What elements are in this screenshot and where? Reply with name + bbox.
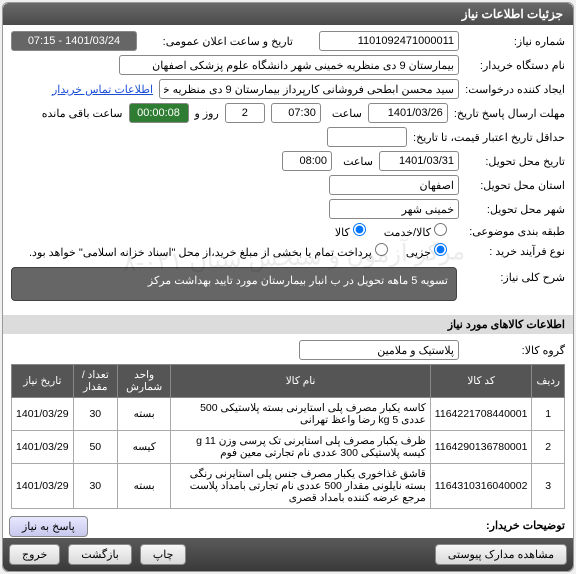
days-field[interactable] [225,103,265,123]
table-cell: قاشق غذاخوری یکبار مصرف جنس پلی استایرنی… [171,464,430,509]
panel-title: جزئیات اطلاعات نیاز [3,3,573,25]
need-no-field[interactable] [319,31,459,51]
table-cell: 30 [73,398,117,431]
back-button[interactable]: بازگشت [68,544,132,565]
buyer-field[interactable] [119,55,459,75]
table-cell: 1401/03/29 [12,464,74,509]
saat-label-1: ساعت [327,107,362,120]
exit-button[interactable]: خروج [9,544,60,565]
province-label: استان محل تحویل: [465,179,565,192]
table-cell: 1 [532,398,565,431]
ann-date-label: تاریخ و ساعت اعلان عمومی: [143,35,293,48]
buyer-label: نام دستگاه خریدار: [465,59,565,72]
print-button[interactable]: چاپ [140,544,187,565]
creator-label: ایجاد کننده درخواست: [465,83,565,96]
table-cell: 2 [532,431,565,464]
table-row[interactable]: 21164290136780001ظرف یکبار مصرف پلی استا… [12,431,565,464]
goods-header: اطلاعات کالاهای مورد نیاز [3,315,573,334]
proc-label: نوع فرآیند خرید : [465,245,565,258]
city-field[interactable] [329,199,459,219]
rooz-label: روز و [195,107,219,120]
buyer-notes-label: توضیحات خریدار: [486,520,565,532]
table-cell: کیسه [117,431,170,464]
need-no-label: شماره نیاز: [465,35,565,48]
saat-label-2: ساعت [338,155,373,168]
table-cell: 3 [532,464,565,509]
deadline-time-field[interactable] [271,103,321,123]
table-cell: 1401/03/29 [12,431,74,464]
deliver-time-field[interactable] [282,151,332,171]
budget-radio-a[interactable]: کالا/خدمت [384,223,447,239]
group-label: گروه کالا: [465,344,565,357]
deadline-date-field[interactable] [368,103,448,123]
table-row[interactable]: 11164221708440001کاسه یکبار مصرف پلی است… [12,398,565,431]
desc-box: تسویه 5 ماهه تحویل در ب انبار بیمارستان … [11,267,457,301]
table-cell: بسته [117,464,170,509]
attach-button[interactable]: مشاهده مدارک پیوستی [435,544,567,565]
table-cell: بسته [117,398,170,431]
deliver-date-field[interactable] [379,151,459,171]
table-header: ردیف [532,365,565,398]
items-table: ردیفکد کالانام کالاواحد شمارشتعداد / مقد… [11,364,565,509]
table-cell: 30 [73,464,117,509]
table-cell: 1164310316040002 [430,464,532,509]
contact-link[interactable]: اطلاعات تماس خریدار [52,83,153,96]
min-valid-field[interactable] [327,127,407,147]
table-header: تاریخ نیاز [12,365,74,398]
deadline-label: مهلت ارسال پاسخ تاریخ: [454,107,565,120]
budget-radio-b[interactable]: کالا [335,223,366,239]
table-cell: 1401/03/29 [12,398,74,431]
table-cell: 1164221708440001 [430,398,532,431]
table-header: کد کالا [430,365,532,398]
table-row[interactable]: 31164310316040002قاشق غذاخوری یکبار مصرف… [12,464,565,509]
deliver-label: تاریخ محل تحویل: [465,155,565,168]
table-cell: کاسه یکبار مصرف پلی استایرنی بسته پلاستی… [171,398,430,431]
table-header: واحد شمارش [117,365,170,398]
budget-label: طبقه بندی موضوعی: [465,225,565,238]
table-cell: 50 [73,431,117,464]
table-cell: 1164290136780001 [430,431,532,464]
province-field[interactable] [329,175,459,195]
countdown-field: 00:00:08 [129,103,189,123]
table-header: نام کالا [171,365,430,398]
reply-button[interactable]: پاسخ به نیاز [9,516,88,537]
proc-radio-a[interactable]: جزیی [406,243,447,259]
city-label: شهر محل تحویل: [465,203,565,216]
creator-field[interactable] [159,79,459,99]
group-field[interactable] [299,340,459,360]
ann-date-field: 1401/03/24 - 07:15 [11,31,137,51]
desc-title-label: شرح کلی نیاز: [465,263,565,284]
footer-bar: مشاهده مدارک پیوستی چاپ بازگشت خروج [3,538,573,571]
proc-radio-b[interactable]: پرداخت تمام یا بخشی از مبلغ خرید،از محل … [29,243,388,259]
min-valid-label: حداقل تاریخ اعتبار قیمت، تا تاریخ: [413,131,565,144]
remain-label: ساعت باقی مانده [42,107,123,120]
table-cell: ظرف یکبار مصرف پلی استایرنی تک پرسی وزن … [171,431,430,464]
table-header: تعداد / مقدار [73,365,117,398]
